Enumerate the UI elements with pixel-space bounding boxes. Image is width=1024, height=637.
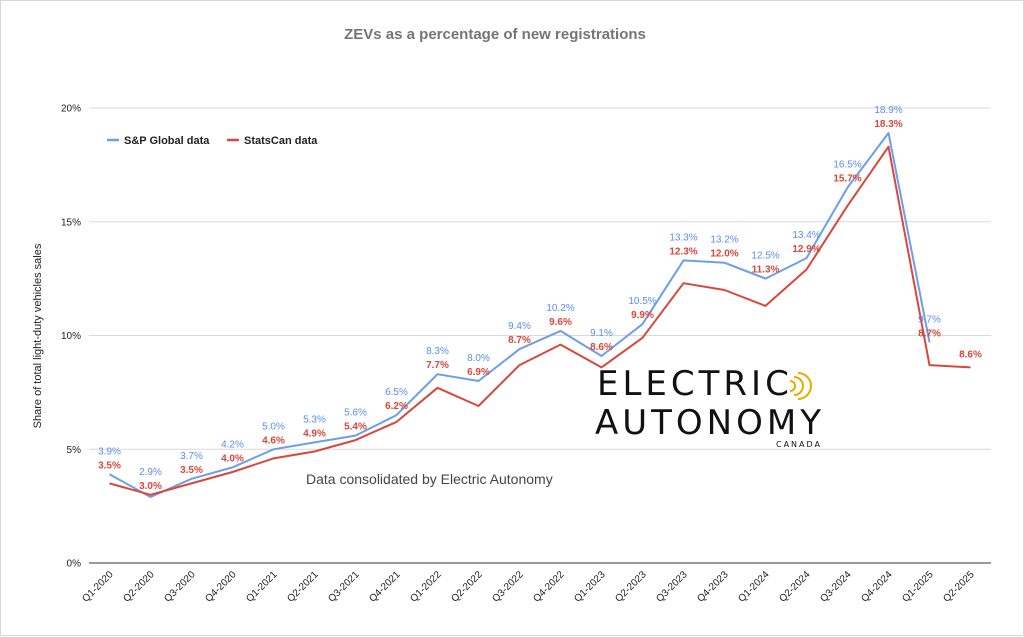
data-label-sp: 9.4%	[508, 321, 531, 332]
x-tick-label: Q3-2020	[162, 569, 198, 605]
data-label-sc: 7.7%	[426, 360, 449, 371]
data-label-sp: 10.2%	[546, 303, 574, 314]
legend-label-sp: S&P Global data	[124, 135, 210, 147]
data-label-sp: 9.1%	[590, 328, 613, 339]
y-tick-label: 10%	[61, 331, 81, 342]
x-axis-ticks: Q1-2020 Q2-2020 Q3-2020 Q4-2020 Q1-2021 Q2-20…	[80, 569, 977, 605]
series-line-0	[109, 132, 931, 498]
logo-line-1: ELECTRIC	[597, 364, 793, 404]
x-tick-label: Q1-2025	[900, 569, 936, 605]
x-tick-label: Q1-2023	[572, 569, 608, 605]
data-label-sc: 9.6%	[549, 317, 572, 328]
data-label-sc: 12.3%	[669, 246, 697, 257]
y-tick-label: 0%	[67, 559, 82, 570]
y-tick-label: 5%	[67, 445, 82, 456]
data-label-sp: 5.6%	[344, 408, 367, 419]
x-tick-label: Q2-2023	[613, 569, 649, 605]
series-line-1	[109, 145, 971, 496]
x-tick-label: Q4-2024	[859, 569, 895, 605]
series-lines	[109, 132, 971, 498]
legend-item-sp: S&P Global data	[107, 135, 210, 147]
data-label-sc: 9.9%	[631, 310, 654, 321]
data-label-sp: 3.7%	[180, 451, 203, 462]
data-label-sc: 4.9%	[303, 428, 326, 439]
x-tick-label: Q4-2022	[531, 569, 567, 605]
y-tick-label: 20%	[61, 104, 81, 115]
data-label-sc: 12.9%	[792, 244, 820, 255]
x-tick-label: Q4-2021	[367, 569, 403, 605]
data-label-sc: 4.0%	[221, 453, 244, 464]
data-label-sp: 8.0%	[467, 353, 490, 364]
legend-label-sc: StatsCan data	[244, 135, 318, 147]
data-label-sp: 6.5%	[385, 387, 408, 398]
x-tick-label: Q1-2020	[80, 569, 116, 605]
data-label-sc: 8.7%	[918, 328, 941, 339]
data-label-sp: 13.3%	[669, 232, 697, 243]
data-label-sp: 16.5%	[833, 160, 861, 171]
data-label-sc: 11.3%	[752, 265, 780, 276]
electric-autonomy-logo: ELECTRIC AUTONOMY CANADA	[595, 364, 825, 449]
data-label-sc: 3.0%	[139, 481, 162, 492]
gridlines	[89, 107, 991, 564]
data-label-sp: 10.5%	[628, 296, 656, 307]
data-label-sc: 15.7%	[833, 174, 861, 185]
x-tick-label: Q1-2022	[408, 569, 444, 605]
data-label-sp: 13.2%	[710, 235, 738, 246]
data-label-sc: 4.6%	[262, 435, 285, 446]
legend: S&P Global data StatsCan data	[107, 135, 318, 147]
x-tick-label: Q3-2022	[490, 569, 526, 605]
x-tick-label: Q4-2023	[695, 569, 731, 605]
data-label-sp: 5.0%	[262, 421, 285, 432]
x-tick-label: Q2-2022	[449, 569, 485, 605]
data-label-sp: 12.5%	[751, 251, 779, 262]
x-tick-label: Q2-2021	[285, 569, 321, 605]
logo-line-3: CANADA	[776, 440, 822, 449]
data-label-sc: 3.5%	[180, 465, 203, 476]
x-tick-label: Q1-2024	[736, 569, 772, 605]
data-label-sp: 13.4%	[792, 230, 820, 241]
data-label-sc: 8.6%	[590, 342, 613, 353]
data-label-sp: 3.9%	[98, 446, 121, 457]
data-label-sc: 6.2%	[385, 401, 408, 412]
y-axis-label: Share of total light-duty vehicles sales	[32, 243, 44, 428]
logo-line-2: AUTONOMY	[595, 403, 825, 443]
data-label-sp: 8.3%	[426, 346, 449, 357]
x-tick-label: Q1-2021	[244, 569, 280, 605]
data-label-sp: 2.9%	[139, 467, 162, 478]
data-label-sp: 9.7%	[918, 314, 941, 325]
data-label-sc: 8.7%	[508, 335, 531, 346]
legend-item-sc: StatsCan data	[227, 135, 318, 147]
x-tick-label: Q2-2025	[941, 569, 977, 605]
y-tick-label: 15%	[61, 217, 81, 228]
x-tick-label: Q3-2023	[654, 569, 690, 605]
data-label-sp: 5.3%	[303, 414, 326, 425]
x-tick-label: Q3-2021	[326, 569, 362, 605]
data-label-sc: 6.9%	[467, 367, 490, 378]
data-label-sc: 18.3%	[874, 119, 902, 130]
data-labels: 3.9% 3.5% 2.9% 3.0% 3.7% 3.5% 4.2% 4.0% 5.0% 4.6%…	[98, 105, 982, 492]
x-tick-label: Q4-2020	[203, 569, 239, 605]
signal-icon	[789, 372, 812, 400]
data-label-sc: 3.5%	[98, 460, 121, 471]
x-tick-label: Q2-2020	[121, 569, 157, 605]
x-tick-label: Q3-2024	[818, 569, 854, 605]
data-label-sc: 5.4%	[344, 422, 367, 433]
y-axis-ticks: 0% 5% 10% 15% 20%	[61, 104, 81, 570]
data-label-sc: 8.6%	[959, 349, 982, 360]
data-label-sc: 12.0%	[710, 249, 738, 260]
data-label-sp: 18.9%	[874, 105, 902, 116]
data-source-annotation: Data consolidated by Electric Autonomy	[306, 471, 553, 487]
data-label-sp: 4.2%	[221, 439, 244, 450]
x-tick-label: Q2-2024	[777, 569, 813, 605]
chart-title: ZEVs as a percentage of new registration…	[344, 26, 646, 43]
